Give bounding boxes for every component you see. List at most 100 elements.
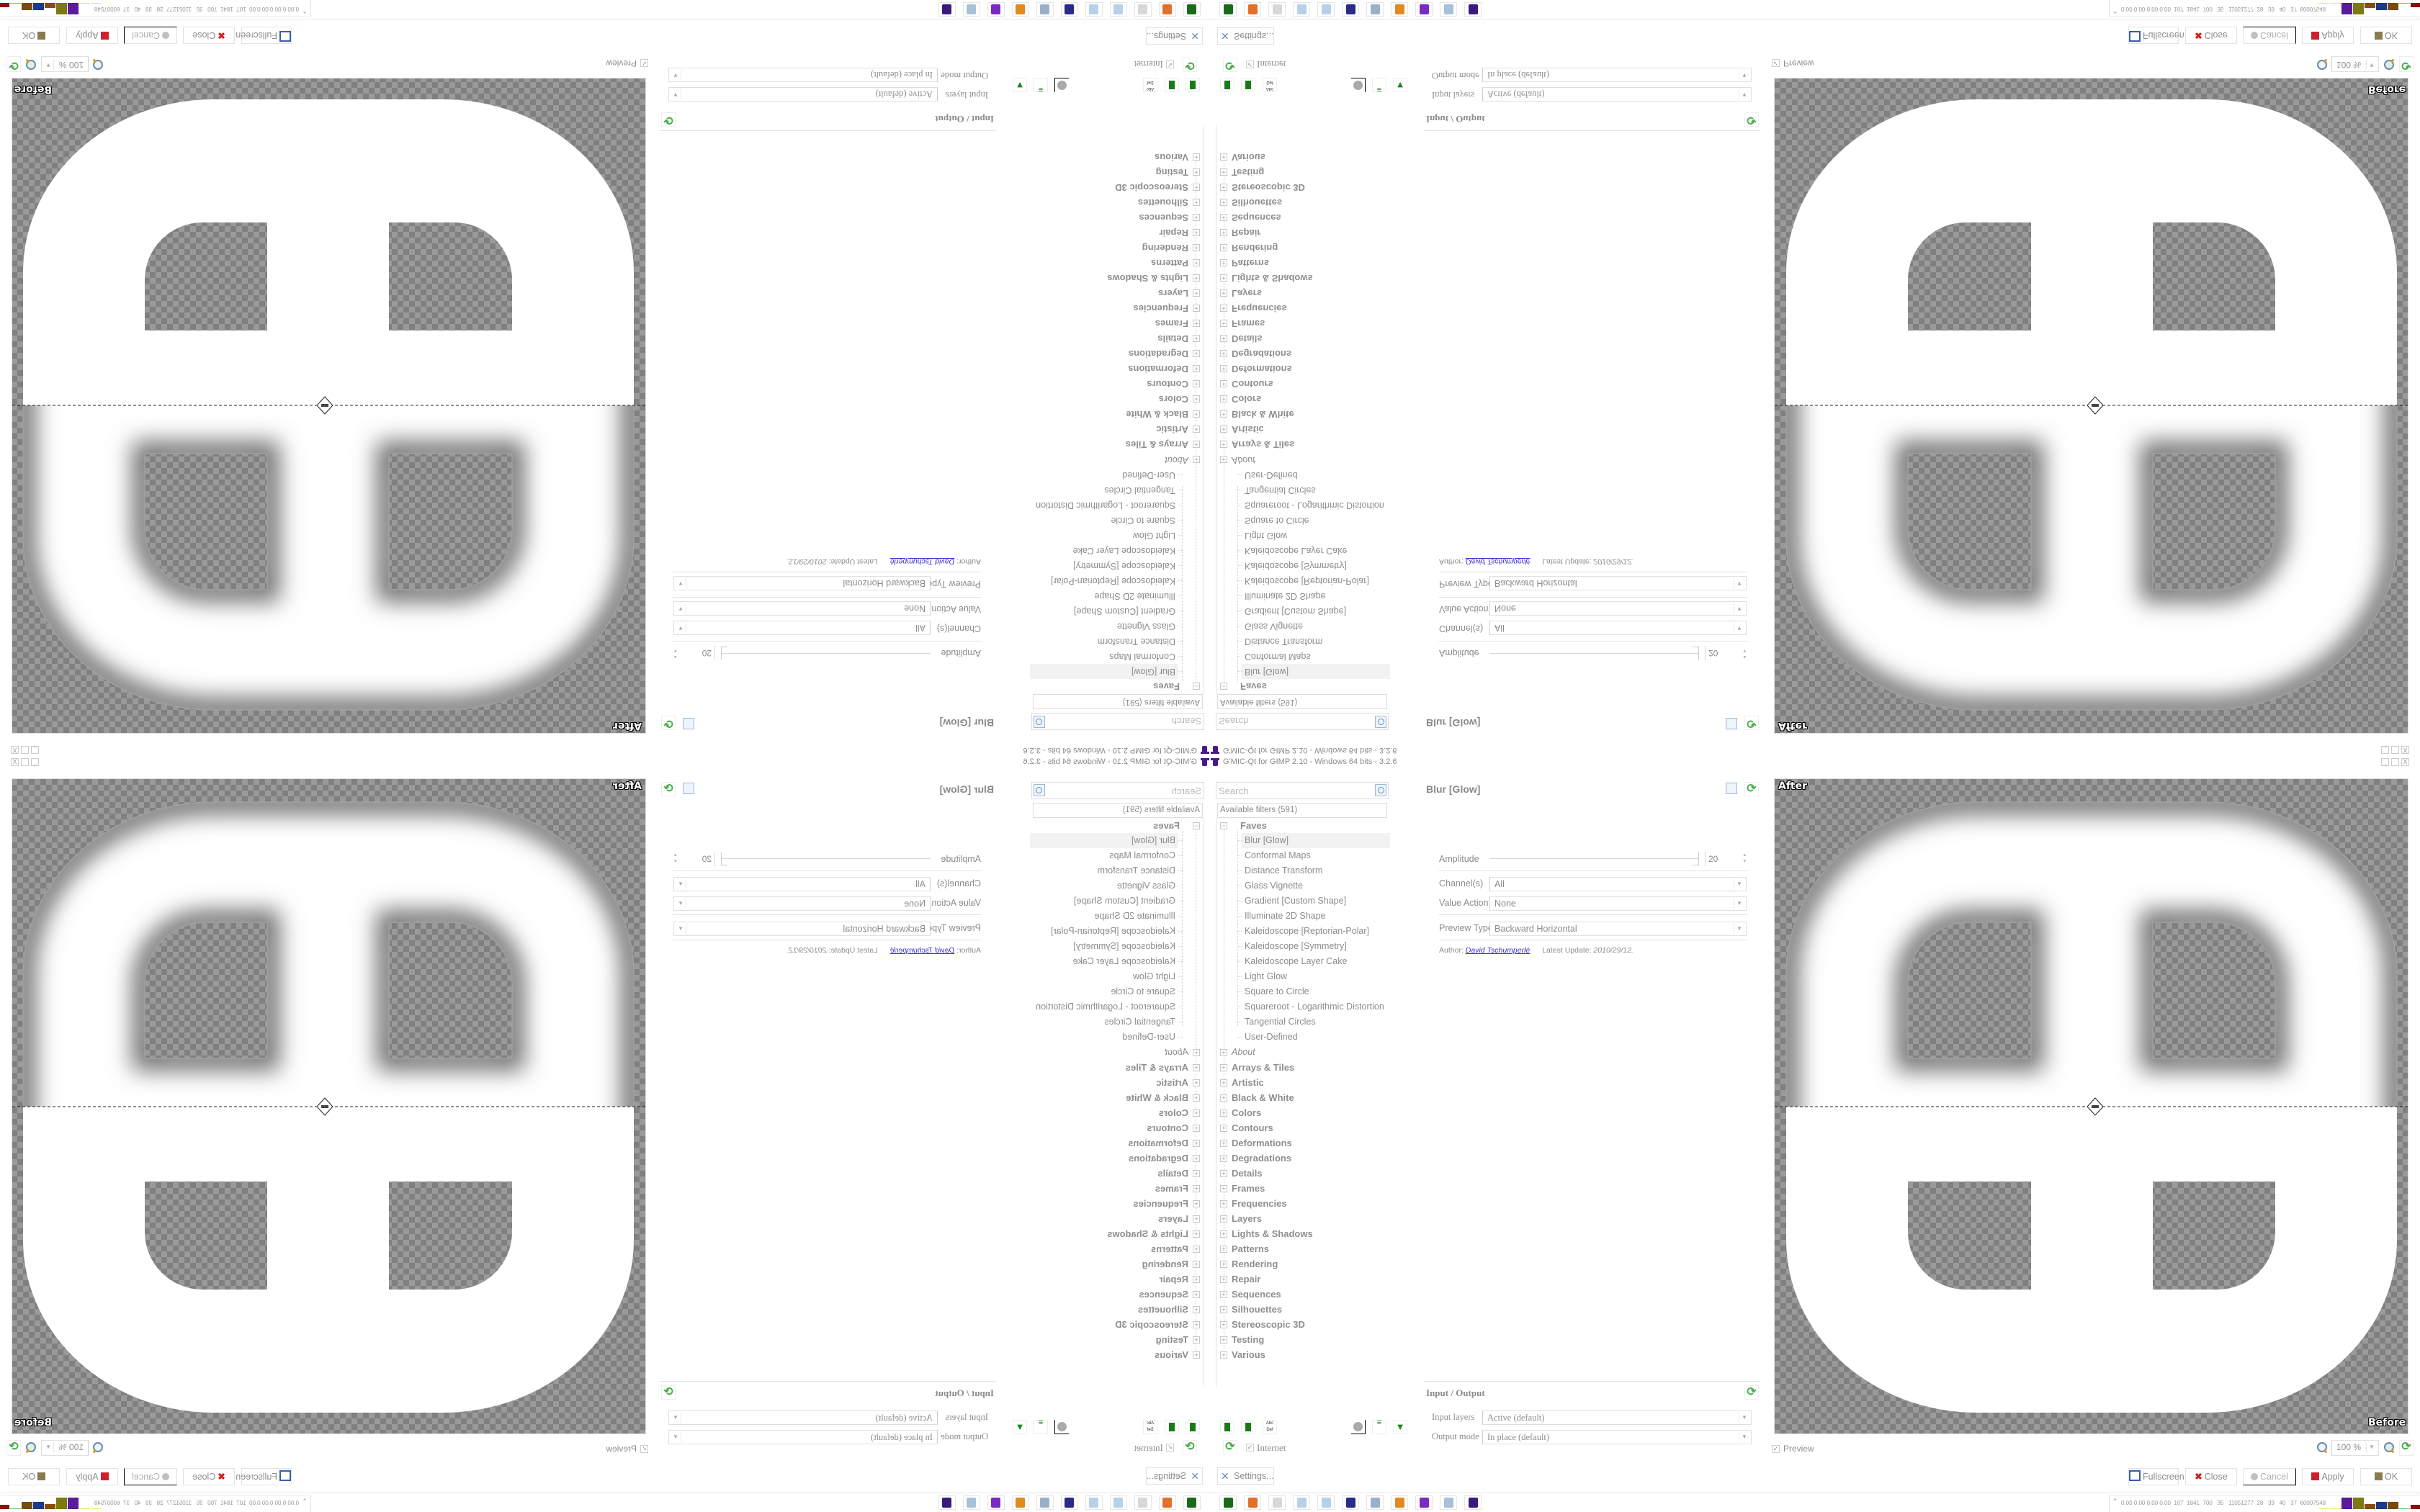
filter-item[interactable]: Kaleidoscope Layer Cake: [1245, 546, 1348, 556]
filter-item[interactable]: User-Defined: [1122, 1032, 1175, 1042]
minimize-icon[interactable]: _: [31, 746, 39, 754]
reset-zoom-icon[interactable]: ⟳: [6, 56, 21, 72]
tree-category[interactable]: Deformations: [1232, 1138, 1292, 1148]
spin-arrows-icon[interactable]: ▴ ▾: [674, 852, 677, 864]
filter-item[interactable]: Conformal Maps: [1109, 850, 1175, 860]
reset-io-icon[interactable]: ⟳: [661, 112, 676, 127]
expand-icon[interactable]: +: [1193, 1246, 1200, 1253]
tree-category-about[interactable]: About: [1165, 455, 1188, 465]
selection-mode-icon[interactable]: ≡: [1372, 1419, 1386, 1434]
amplitude-spinbox[interactable]: 20 ▴ ▾: [1705, 646, 1747, 660]
apply-button[interactable]: Apply: [66, 27, 118, 44]
tree-category-faves[interactable]: Faves: [1153, 820, 1180, 831]
channels-select[interactable]: All ▼: [1489, 877, 1747, 891]
settings-button[interactable]: ✕ Settings...: [1146, 1467, 1203, 1485]
remove-fave-icon[interactable]: [1241, 1420, 1255, 1434]
blender-icon[interactable]: [1012, 1495, 1029, 1510]
collapse-icon[interactable]: −: [1193, 822, 1200, 829]
tree-category[interactable]: Artistic: [1232, 1077, 1264, 1088]
tree-category-faves[interactable]: Faves: [1240, 681, 1267, 692]
zoom-select[interactable]: 100 % ▼: [2331, 1440, 2379, 1456]
expand-icon[interactable]: +: [1193, 1049, 1200, 1056]
purple-face-icon[interactable]: [1415, 1495, 1433, 1510]
input-layers-select[interactable]: Active (default) ▼: [668, 87, 938, 102]
copy-to-clipboard-icon[interactable]: [1726, 718, 1737, 729]
tree-category[interactable]: Silhouettes: [1137, 197, 1188, 208]
tree-category[interactable]: Various: [1155, 152, 1188, 163]
filter-item[interactable]: Tangential Circles: [1245, 485, 1316, 495]
amplitude-slider-handle[interactable]: [1693, 852, 1699, 865]
add-fave-icon[interactable]: [1220, 78, 1234, 92]
input-layers-select[interactable]: Active (default) ▼: [1482, 87, 1752, 102]
cancel-button[interactable]: Cancel: [2243, 27, 2296, 44]
rename-fave-icon[interactable]: Abc Def: [1263, 78, 1277, 92]
tree-category[interactable]: Colors: [1158, 394, 1188, 405]
tray-expand-icon[interactable]: ⌃: [2112, 7, 2118, 14]
tree-category[interactable]: Frames: [1232, 318, 1265, 329]
filter-item[interactable]: Kaleidoscope [Reptorian-Polar]: [1050, 926, 1175, 936]
tree-category[interactable]: Patterns: [1232, 258, 1270, 269]
update-filters-icon[interactable]: ⟳: [1223, 1440, 1237, 1454]
minimize-icon[interactable]: _: [2381, 746, 2389, 754]
expand-icon[interactable]: +: [1193, 1064, 1200, 1071]
terminal-icon[interactable]: [1219, 1495, 1237, 1510]
output-mode-select[interactable]: In place (default) ▼: [1482, 1430, 1752, 1444]
ok-button[interactable]: OK: [8, 1468, 60, 1485]
close-icon[interactable]: X: [2401, 758, 2409, 766]
tray-expand-icon[interactable]: ⌃: [2112, 1498, 2118, 1505]
tree-category[interactable]: Black & White: [1126, 409, 1188, 420]
tree-category[interactable]: Deformations: [1232, 364, 1292, 374]
scroll-icon[interactable]: [1036, 1495, 1054, 1510]
expand-icon[interactable]: +: [1220, 441, 1227, 448]
minimize-icon[interactable]: _: [2381, 758, 2389, 766]
blender-icon[interactable]: [1012, 2, 1029, 17]
search-icon[interactable]: [1034, 716, 1045, 728]
expand-icon[interactable]: +: [1220, 1276, 1227, 1283]
tree-category[interactable]: Layers: [1158, 288, 1188, 299]
update-filters-icon[interactable]: ⟳: [1183, 58, 1197, 72]
preview-type-select[interactable]: Backward Horizontal ▼: [1489, 576, 1747, 590]
zoom-in-icon[interactable]: [2383, 1441, 2396, 1455]
notepad-icon[interactable]: [1085, 2, 1103, 17]
filter-item[interactable]: Kaleidoscope [Reptorian-Polar]: [1245, 926, 1370, 936]
visibility-icon[interactable]: [1351, 78, 1366, 92]
expand-icon[interactable]: +: [1220, 259, 1227, 266]
tree-category[interactable]: Testing: [1155, 1334, 1188, 1345]
apply-button[interactable]: Apply: [2302, 27, 2354, 44]
expand-icon[interactable]: +: [1220, 184, 1227, 191]
spin-arrows-icon[interactable]: ▴ ▾: [674, 648, 677, 660]
internet-checkbox[interactable]: ✓: [1166, 1444, 1174, 1452]
filter-item[interactable]: Glass Vignette: [1245, 881, 1304, 891]
expand-icon[interactable]: +: [1193, 259, 1200, 266]
tree-category[interactable]: Frequencies: [1133, 1198, 1188, 1209]
tree-category[interactable]: Patterns: [1150, 258, 1188, 269]
apply-button[interactable]: Apply: [66, 1468, 118, 1485]
tree-category[interactable]: Deformations: [1128, 364, 1188, 374]
filter-item[interactable]: Squareroot - Logarithmic Distortion: [1245, 1002, 1384, 1012]
tree-category[interactable]: Layers: [1158, 1213, 1188, 1224]
expand-icon[interactable]: +: [1220, 1064, 1227, 1071]
expand-icon[interactable]: +: [1193, 1215, 1200, 1223]
expand-icon[interactable]: +: [1193, 1276, 1200, 1283]
close-icon[interactable]: X: [11, 758, 19, 766]
filter-item[interactable]: Squareroot - Logarithmic Distortion: [1036, 1002, 1175, 1012]
visibility-icon[interactable]: [1054, 1420, 1069, 1434]
filter-item[interactable]: Blur [Glow]: [1242, 664, 1390, 679]
tree-category[interactable]: Contours: [1147, 1122, 1188, 1133]
expand-icon[interactable]: +: [1220, 1261, 1227, 1268]
expand-icon[interactable]: +: [1220, 1246, 1227, 1253]
filter-item[interactable]: Distance Transform: [1097, 865, 1175, 876]
expand-icon[interactable]: +: [1193, 289, 1200, 297]
filter-item[interactable]: Distance Transform: [1245, 865, 1323, 876]
amplitude-slider[interactable]: [1489, 653, 1698, 654]
tree-category[interactable]: Colors: [1232, 1107, 1262, 1118]
filter-item[interactable]: Kaleidoscope Layer Cake: [1072, 956, 1175, 966]
collapse-icon[interactable]: −: [1220, 822, 1227, 829]
expand-icon[interactable]: +: [1193, 1336, 1200, 1344]
output-mode-select[interactable]: In place (default) ▼: [668, 68, 938, 82]
cancel-button[interactable]: Cancel: [2243, 1468, 2296, 1485]
expand-icon[interactable]: +: [1193, 1291, 1200, 1298]
tree-category[interactable]: Degradations: [1232, 348, 1292, 359]
settings-button[interactable]: ✕ Settings...: [1217, 27, 1274, 45]
expand-icon[interactable]: +: [1193, 184, 1200, 191]
